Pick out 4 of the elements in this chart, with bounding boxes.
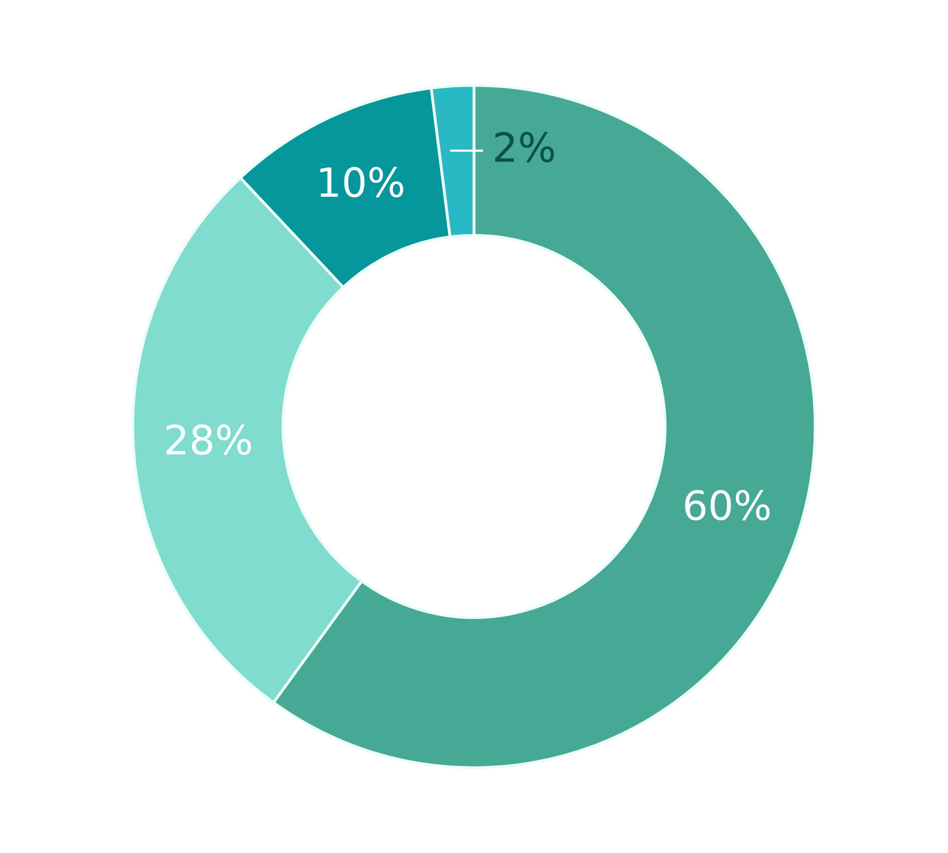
data-label: 60% <box>685 490 770 520</box>
data-label: 2% <box>495 132 554 162</box>
data-label: 10% <box>320 166 404 198</box>
data-label: 28% <box>166 424 251 455</box>
